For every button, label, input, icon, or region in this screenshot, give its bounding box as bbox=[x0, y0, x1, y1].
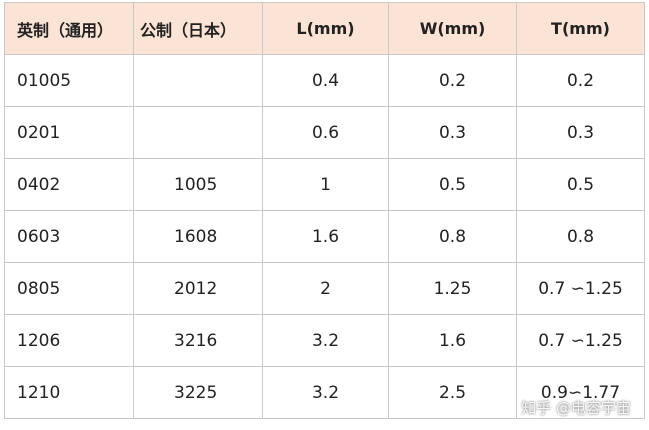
table-cell: 1.25 bbox=[388, 262, 517, 315]
table-cell: 0.6 bbox=[262, 106, 389, 159]
table-cell: 1.6 bbox=[262, 210, 389, 263]
table-cell: 1206 bbox=[4, 314, 134, 367]
table-row: 01005 0.4 0.2 0.2 bbox=[4, 54, 645, 107]
size-table: 英制（通用） 公制（日本） L(mm) W(mm) T(mm) 01005 0.4 0.2 0… bbox=[4, 2, 645, 419]
table-cell: 0.3 bbox=[388, 106, 517, 159]
table-cell: 1 bbox=[262, 158, 389, 211]
table-cell: 2 bbox=[262, 262, 389, 315]
table-cell: 0.7 ∽1.25 bbox=[516, 314, 645, 367]
table-cell: 0.4 bbox=[262, 54, 389, 107]
table-cell: 2012 bbox=[133, 262, 263, 315]
table-cell: 2.5 bbox=[388, 366, 517, 419]
table-cell: 3.2 bbox=[262, 314, 389, 367]
table-cell: 0.2 bbox=[516, 54, 645, 107]
table-cell: 0.2 bbox=[388, 54, 517, 107]
table-row: 0805 2012 2 1.25 0.7 ∽1.25 bbox=[4, 262, 645, 315]
table-cell: 0.5 bbox=[516, 158, 645, 211]
header-cell: 英制（通用） bbox=[4, 2, 134, 55]
header-cell: L(mm) bbox=[262, 2, 389, 55]
table-cell: 0.9∽1.77 bbox=[516, 366, 645, 419]
table-cell: 0201 bbox=[4, 106, 134, 159]
table-body: 01005 0.4 0.2 0.2 0201 0.6 0.3 0.3 0402 1005 1 0.5 0… bbox=[4, 54, 645, 419]
header-cell: W(mm) bbox=[388, 2, 517, 55]
watermark: 知乎 @电容宇宙 bbox=[521, 399, 631, 417]
table-cell: 3216 bbox=[133, 314, 263, 367]
table-cell bbox=[133, 54, 263, 107]
table-cell: 1005 bbox=[133, 158, 263, 211]
table-row: 1210 3225 3.2 2.5 0.9∽1.77 bbox=[4, 366, 645, 419]
table-cell: 1.6 bbox=[388, 314, 517, 367]
table-cell: 0.8 bbox=[516, 210, 645, 263]
table-row: 1206 3216 3.2 1.6 0.7 ∽1.25 bbox=[4, 314, 645, 367]
table-cell: 0.8 bbox=[388, 210, 517, 263]
table-cell: 3225 bbox=[133, 366, 263, 419]
table-cell: 01005 bbox=[4, 54, 134, 107]
table-cell: 3.2 bbox=[262, 366, 389, 419]
header-cell: T(mm) bbox=[516, 2, 645, 55]
table-cell: 1608 bbox=[133, 210, 263, 263]
table-cell: 0603 bbox=[4, 210, 134, 263]
table-cell: 0.7 ∽1.25 bbox=[516, 262, 645, 315]
table-cell: 0.5 bbox=[388, 158, 517, 211]
table-row: 0603 1608 1.6 0.8 0.8 bbox=[4, 210, 645, 263]
header-row: 英制（通用） 公制（日本） L(mm) W(mm) T(mm) bbox=[4, 2, 645, 55]
table-cell: 0.3 bbox=[516, 106, 645, 159]
table-row: 0402 1005 1 0.5 0.5 bbox=[4, 158, 645, 211]
table-cell: 0402 bbox=[4, 158, 134, 211]
table-cell: 1210 bbox=[4, 366, 134, 419]
table-cell: 0805 bbox=[4, 262, 134, 315]
table-cell bbox=[133, 106, 263, 159]
header-cell: 公制（日本） bbox=[133, 2, 263, 55]
table-row: 0201 0.6 0.3 0.3 bbox=[4, 106, 645, 159]
